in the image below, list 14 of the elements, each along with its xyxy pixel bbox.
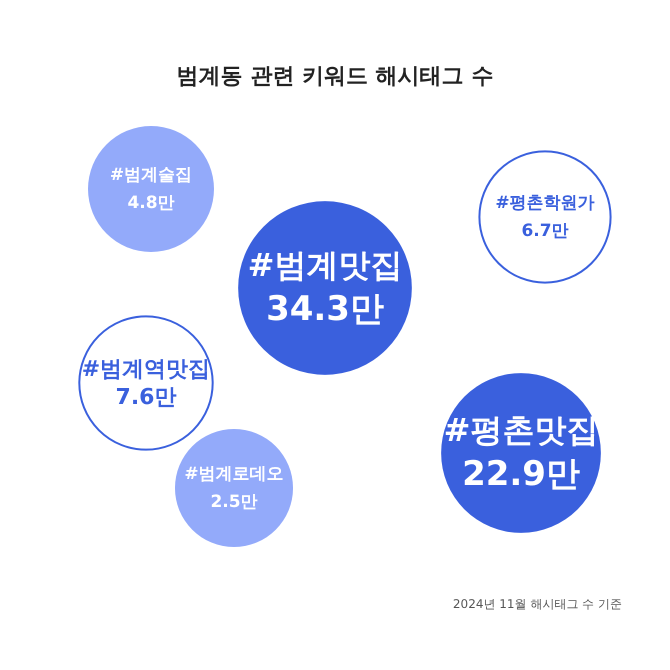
- text: 2024년 11월 해시태그 수 기준: [452, 597, 622, 611]
- category-label: #평촌맛집: [444, 411, 598, 449]
- category-label: #범계맛집: [248, 246, 402, 284]
- data-label: 22.9만: [462, 454, 580, 494]
- category-label: #범계술집: [110, 165, 192, 185]
- data-label: 34.3만: [266, 289, 384, 329]
- category-label: #범계로데오: [184, 464, 284, 484]
- data-label: 4.8만: [127, 193, 175, 213]
- data-label: 7.6만: [116, 385, 176, 410]
- data-label: 6.7만: [521, 221, 569, 241]
- data-label: 2.5만: [210, 492, 258, 512]
- category-label: #범계역맛집: [82, 357, 210, 382]
- text: 범계동 관련 키워드 해시태그 수: [176, 64, 494, 89]
- category-label: #평촌학원가: [495, 193, 595, 213]
